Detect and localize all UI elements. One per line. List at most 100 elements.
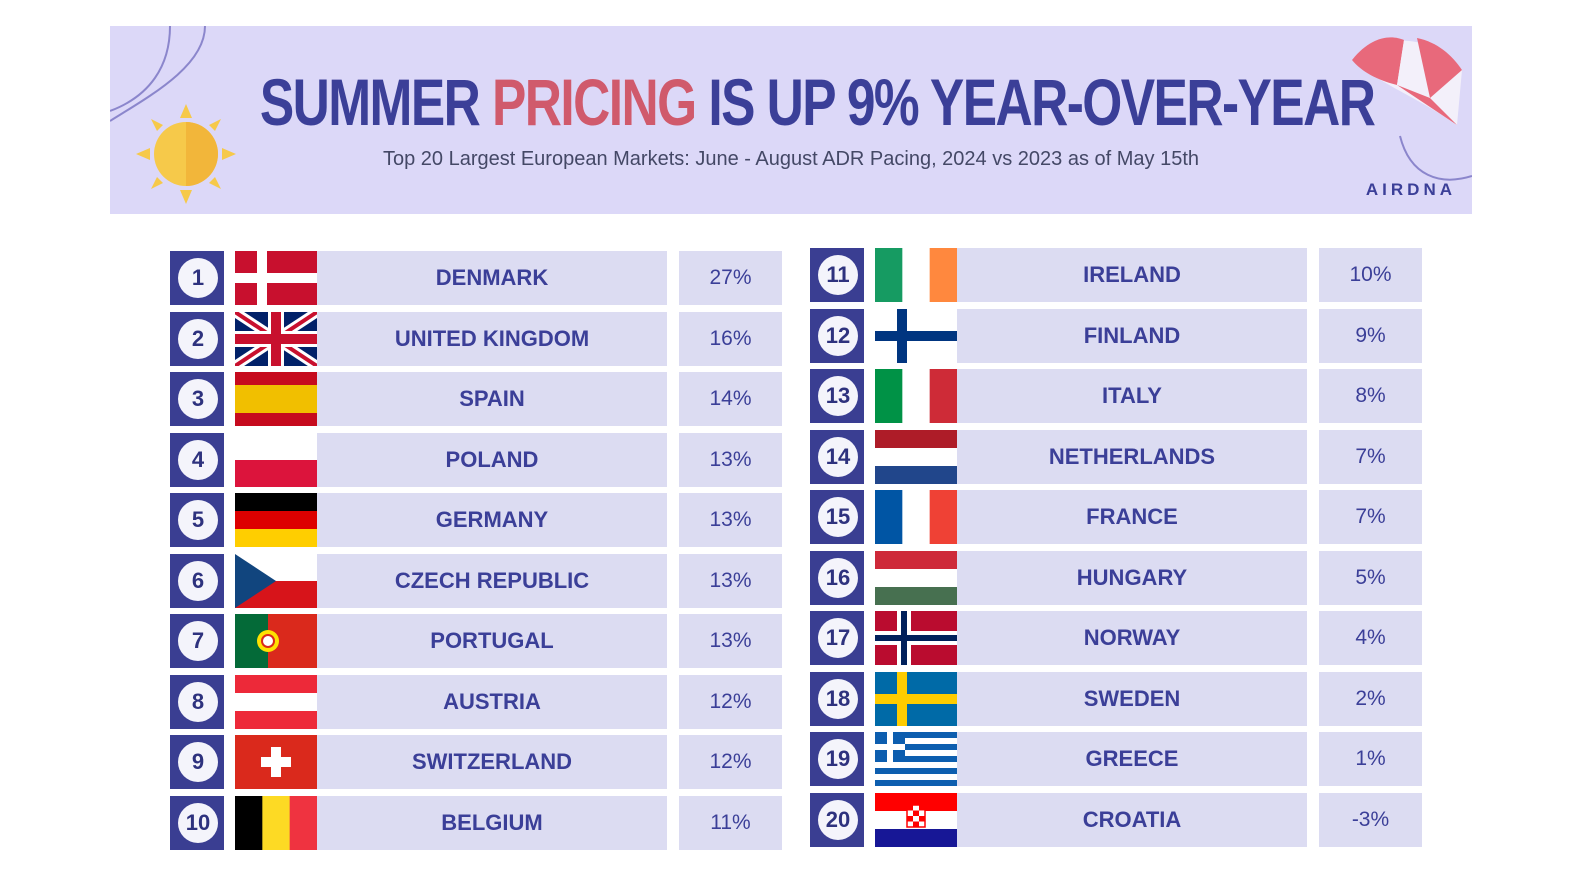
rank-badge: 19 (810, 732, 864, 786)
adr-pacing-value: 4% (1319, 611, 1422, 665)
adr-pacing-value: 11% (679, 796, 782, 850)
rank-number: 10 (178, 803, 218, 843)
title-highlight: PRICING (492, 65, 697, 139)
rank-number: 8 (178, 682, 218, 722)
rank-number: 7 (178, 621, 218, 661)
ireland-flag-icon (875, 248, 957, 302)
rank-number: 11 (818, 255, 858, 295)
adr-pacing-value: 13% (679, 433, 782, 487)
country-name: GERMANY (317, 493, 667, 547)
austria-flag-icon (235, 675, 317, 729)
rank-badge: 4 (170, 433, 224, 487)
country-name: ITALY (957, 369, 1307, 423)
sun-icon (136, 104, 236, 204)
italy-flag-icon (875, 369, 957, 423)
title-part-1: SUMMER (259, 65, 493, 139)
country-name: POLAND (317, 433, 667, 487)
adr-pacing-value: 13% (679, 493, 782, 547)
adr-pacing-value: 8% (1319, 369, 1422, 423)
rank-number: 9 (178, 742, 218, 782)
rank-number: 6 (178, 561, 218, 601)
rank-badge: 12 (810, 309, 864, 363)
czech-republic-flag-icon (235, 554, 317, 608)
rank-number: 12 (818, 316, 858, 356)
rank-badge: 20 (810, 793, 864, 847)
poland-flag-icon (235, 433, 317, 487)
finland-flag-icon (875, 309, 957, 363)
adr-pacing-value: 5% (1319, 551, 1422, 605)
adr-pacing-value: 13% (679, 554, 782, 608)
rank-badge: 3 (170, 372, 224, 426)
belgium-flag-icon (235, 796, 317, 850)
rank-badge: 18 (810, 672, 864, 726)
netherlands-flag-icon (875, 430, 957, 484)
rank-number: 20 (818, 800, 858, 840)
country-name: CROATIA (957, 793, 1307, 847)
country-name: IRELAND (957, 248, 1307, 302)
sweden-flag-icon (875, 672, 957, 726)
adr-pacing-value: 1% (1319, 732, 1422, 786)
rank-number: 18 (818, 679, 858, 719)
adr-pacing-value: 9% (1319, 309, 1422, 363)
rank-badge: 10 (170, 796, 224, 850)
rank-badge: 1 (170, 251, 224, 305)
rank-badge: 16 (810, 551, 864, 605)
country-name: DENMARK (317, 251, 667, 305)
germany-flag-icon (235, 493, 317, 547)
adr-pacing-value: 2% (1319, 672, 1422, 726)
country-name: HUNGARY (957, 551, 1307, 605)
adr-pacing-value: 27% (679, 251, 782, 305)
adr-pacing-value: 14% (679, 372, 782, 426)
country-name: PORTUGAL (317, 614, 667, 668)
subtitle: Top 20 Largest European Markets: June - … (382, 148, 1200, 170)
rank-badge: 6 (170, 554, 224, 608)
adr-pacing-value: 16% (679, 312, 782, 366)
country-name: SWITZERLAND (317, 735, 667, 789)
adr-pacing-value: 7% (1319, 430, 1422, 484)
rank-badge: 9 (170, 735, 224, 789)
denmark-flag-icon (235, 251, 317, 305)
adr-pacing-value: 12% (679, 735, 782, 789)
rank-number: 2 (178, 319, 218, 359)
banner-decorations (110, 26, 1472, 181)
country-name: GREECE (957, 732, 1307, 786)
country-name: NETHERLANDS (957, 430, 1307, 484)
rank-number: 5 (178, 500, 218, 540)
rank-number: 13 (818, 376, 858, 416)
umbrella-icon (1352, 37, 1462, 126)
country-name: SPAIN (317, 372, 667, 426)
rank-badge: 7 (170, 614, 224, 668)
country-name: FRANCE (957, 490, 1307, 544)
rank-number: 14 (818, 437, 858, 477)
adr-pacing-value: 7% (1319, 490, 1422, 544)
rank-badge: 8 (170, 675, 224, 729)
brand-logo: AIRDNA (1365, 180, 1456, 199)
country-name: UNITED KINGDOM (317, 312, 667, 366)
rank-badge: 13 (810, 369, 864, 423)
rank-number: 3 (178, 379, 218, 419)
rank-badge: 15 (810, 490, 864, 544)
rank-number: 17 (818, 618, 858, 658)
norway-flag-icon (875, 611, 957, 665)
rank-number: 19 (818, 739, 858, 779)
title-part-3: IS UP 9% YEAR-OVER-YEAR (695, 65, 1376, 139)
portugal-flag-icon (235, 614, 317, 668)
country-name: AUSTRIA (317, 675, 667, 729)
france-flag-icon (875, 490, 957, 544)
country-name: FINLAND (957, 309, 1307, 363)
rank-badge: 5 (170, 493, 224, 547)
rank-badge: 14 (810, 430, 864, 484)
country-name: NORWAY (957, 611, 1307, 665)
rank-badge: 17 (810, 611, 864, 665)
switzerland-flag-icon (235, 735, 317, 789)
rank-number: 16 (818, 558, 858, 598)
spain-flag-icon (235, 372, 317, 426)
rank-number: 1 (178, 258, 218, 298)
header-banner: SUMMER PRICING IS UP 9% YEAR-OVER-YEAR T… (110, 26, 1472, 214)
country-name: SWEDEN (957, 672, 1307, 726)
rank-badge: 11 (810, 248, 864, 302)
croatia-flag-icon (875, 793, 957, 847)
rank-number: 4 (178, 440, 218, 480)
country-name: BELGIUM (317, 796, 667, 850)
greece-flag-icon (875, 732, 957, 786)
